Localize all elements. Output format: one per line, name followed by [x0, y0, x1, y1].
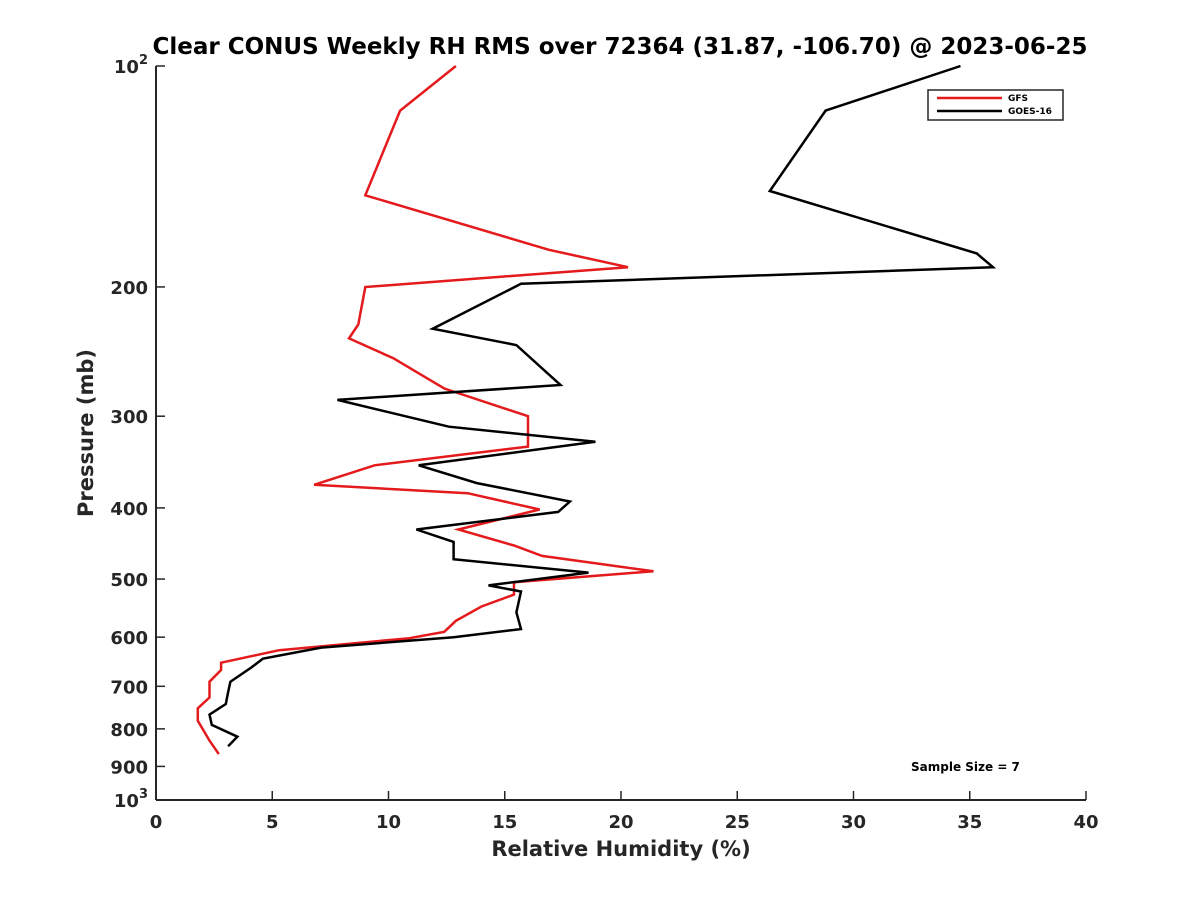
y-tick-label: 700: [110, 677, 148, 698]
y-tick-label: 900: [110, 757, 148, 778]
series-line-gfs: [196, 65, 654, 755]
x-ticks: 0 5 10 15 20 25 30 35 40: [150, 791, 1099, 833]
series-lines: [196, 64, 997, 755]
y-ticks: 102 200 300 400 500 600 700 800 900 103: [110, 53, 165, 812]
y-tick-label: 500: [110, 570, 148, 591]
y-axis-label: Pressure (mb): [74, 349, 98, 517]
x-axis-label: Relative Humidity (%): [491, 837, 750, 861]
x-tick-label: 25: [725, 812, 750, 833]
legend-label-gfs: GFS: [1008, 94, 1028, 104]
legend: GFS GOES-16: [927, 89, 1064, 121]
x-tick-label: 15: [492, 812, 517, 833]
x-tick-label: 10: [376, 812, 401, 833]
y-tick-label: 600: [110, 628, 148, 649]
x-tick-label: 20: [608, 812, 633, 833]
y-tick-label: 102: [114, 53, 148, 78]
x-tick-label: 30: [841, 812, 866, 833]
y-tick-label: 103: [114, 787, 148, 812]
x-tick-label: 35: [957, 812, 982, 833]
series-line-goes-16: [208, 64, 997, 748]
legend-label-goes-16: GOES-16: [1008, 107, 1052, 117]
plot-axes: [155, 66, 1086, 801]
y-tick-label: 800: [110, 720, 148, 741]
legend-box: [927, 89, 1064, 121]
chart-title: Clear CONUS Weekly RH RMS over 72364 (31…: [153, 34, 1088, 60]
x-tick-label: 5: [266, 812, 279, 833]
y-tick-label: 300: [110, 407, 148, 428]
x-tick-label: 0: [150, 812, 163, 833]
x-tick-label: 40: [1073, 812, 1098, 833]
y-tick-label: 400: [110, 499, 148, 520]
sample-size-annotation: Sample Size = 7: [911, 760, 1020, 774]
y-tick-label: 200: [110, 278, 148, 299]
